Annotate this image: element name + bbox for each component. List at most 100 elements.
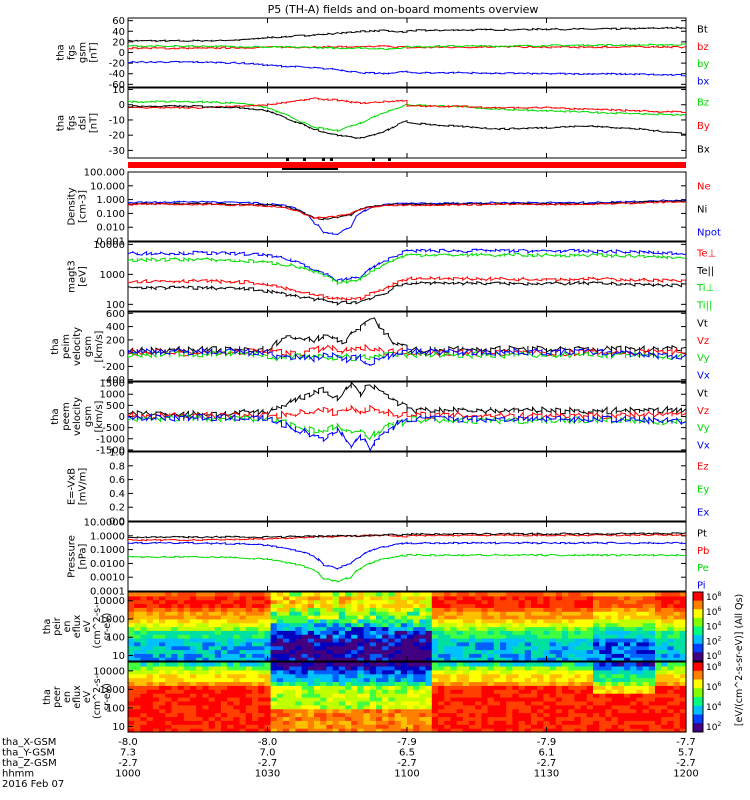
spec-cell: [407, 595, 414, 601]
spec-cell: [580, 595, 588, 601]
xrow-value: -2.7: [118, 758, 138, 769]
spec-cell: [617, 665, 625, 671]
ylabel-line: peer: [52, 686, 63, 708]
spec-cell: [500, 592, 507, 597]
spec-cell: [214, 595, 222, 601]
spec-cell: [431, 615, 439, 620]
spec-cell: [196, 669, 203, 675]
spec-cell: [431, 689, 439, 694]
ylabel-line: E=-VxB: [67, 468, 78, 505]
spec-cell: [469, 724, 476, 729]
spec-cell: [456, 704, 464, 710]
spec-cell: [128, 720, 135, 725]
spec-cell: [289, 673, 296, 679]
spec-cell: [196, 626, 203, 631]
spec-cell: [512, 693, 520, 698]
spec-cell: [568, 630, 575, 635]
ylabel: tha fgs gsm [nT]: [56, 42, 100, 63]
spec-cell: [289, 662, 296, 667]
spec-cell: [376, 626, 383, 631]
spec-cell: [642, 673, 650, 679]
spec-cell: [537, 685, 544, 690]
spec-cell: [531, 626, 538, 631]
spec-cell: [214, 665, 222, 671]
spec-cell: [394, 622, 402, 628]
spec-cell: [202, 720, 210, 725]
spec-cell: [382, 708, 389, 714]
spec-cell: [636, 638, 644, 643]
spec-cell: [171, 657, 179, 662]
spec-cell: [524, 603, 532, 608]
spec-cell: [419, 665, 427, 671]
spec-cell: [481, 712, 489, 718]
spec-cell: [617, 708, 625, 714]
spec-cell: [376, 603, 383, 608]
spec-cell: [146, 662, 154, 667]
spec-cell: [227, 685, 234, 690]
spec-cell: [456, 665, 464, 671]
spec-cell: [469, 611, 476, 616]
spec-cell: [419, 704, 427, 710]
spec-cell: [599, 720, 606, 725]
spec-cell: [599, 592, 606, 597]
spec-cell: [642, 677, 650, 683]
xrow-value: 1130: [534, 769, 559, 780]
spec-cell: [574, 673, 582, 679]
series-group: [128, 532, 686, 583]
spec-cell: [444, 693, 451, 698]
spec-cell: [357, 720, 365, 725]
spec-cell: [469, 677, 476, 683]
spec-cell: [190, 685, 197, 690]
spec-cell: [518, 681, 526, 686]
spec-cell: [518, 662, 526, 667]
spec-cell: [369, 653, 377, 658]
spec-cell: [394, 607, 402, 612]
spec-cell: [239, 618, 247, 624]
spec-cell: [326, 693, 334, 698]
spec-cell: [679, 622, 687, 628]
spec-cell: [524, 599, 532, 605]
spec-cell: [221, 607, 228, 612]
spec-cell: [549, 712, 557, 718]
spec-cell: [190, 649, 197, 654]
spec-cell: [165, 681, 172, 686]
spec-cell: [134, 704, 141, 710]
spec-cell: [655, 649, 662, 654]
spec-cell: [128, 618, 135, 624]
spec-cell: [351, 708, 358, 714]
spec-cell: [283, 728, 290, 733]
spec-cell: [307, 607, 315, 612]
spec-cell: [431, 630, 439, 635]
spec-cell: [444, 724, 451, 729]
spec-cell: [648, 716, 656, 721]
spec-cell: [332, 653, 340, 658]
spec-cell: [425, 592, 433, 597]
spec-cell: [524, 611, 532, 616]
spec-cell: [233, 615, 241, 620]
spec-cell: [252, 669, 259, 675]
spec-cell: [673, 720, 681, 725]
spec-cell: [295, 697, 303, 702]
spec-cell: [165, 622, 172, 628]
spec-cell: [363, 724, 371, 729]
spec-cell: [642, 665, 650, 671]
spec-cell: [326, 611, 334, 616]
spec-cell: [190, 669, 197, 675]
spec-cell: [462, 728, 470, 733]
spec-cell: [357, 615, 365, 620]
ytick-label: 100: [106, 703, 125, 714]
spec-cell: [444, 662, 451, 667]
spec-cell: [599, 677, 606, 683]
spec-cell: [376, 728, 383, 733]
spec-cell: [351, 649, 358, 654]
spec-cell: [227, 592, 234, 597]
series-bx: [128, 60, 686, 77]
spec-cell: [537, 599, 544, 605]
spec-cell: [177, 611, 185, 616]
spec-cell: [320, 712, 327, 718]
spec-cell: [351, 697, 358, 702]
ytick-label: 0.1000: [90, 545, 125, 556]
spec-cell: [295, 630, 303, 635]
spec-cell: [667, 649, 675, 654]
ytick-label: 400: [106, 322, 125, 333]
